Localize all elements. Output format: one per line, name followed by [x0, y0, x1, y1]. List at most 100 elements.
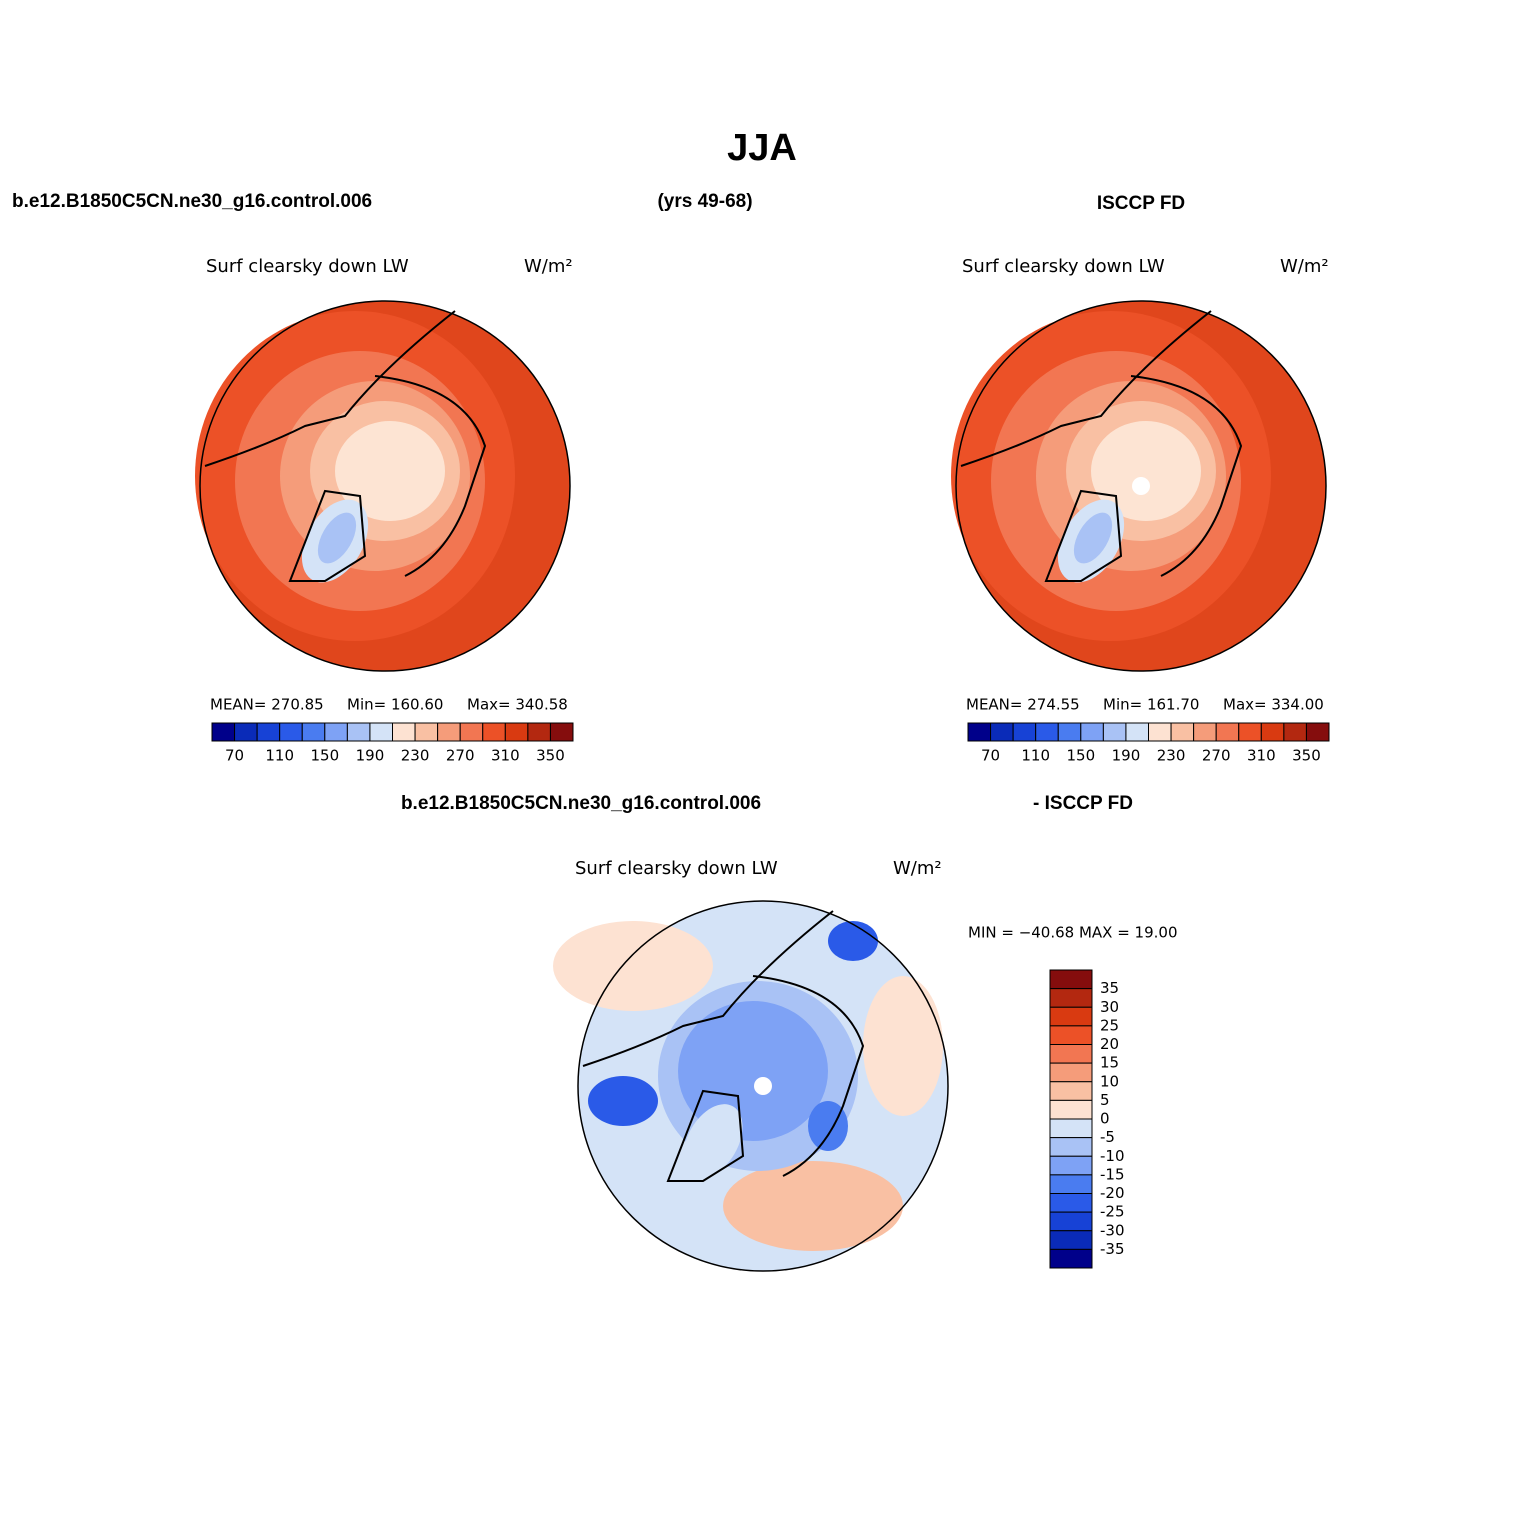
coastline: [582, 910, 834, 1067]
colorbar-box: [1049, 1174, 1093, 1194]
coastline: [204, 310, 456, 467]
colorbar-box: [1080, 722, 1104, 742]
colorbar-box: [234, 722, 258, 742]
colorbar-box: [1049, 1137, 1093, 1157]
colorbar-box: [279, 722, 303, 742]
panel-stat: Max= 334.00: [1223, 696, 1324, 714]
map-field: [335, 421, 445, 521]
colorbar-label: 350: [536, 747, 565, 765]
colorbar-box: [1170, 722, 1195, 742]
colorbar-box: [1035, 722, 1059, 742]
coastline: [1130, 375, 1243, 577]
colorbar-box: [1125, 722, 1149, 742]
colorbar-box: [1305, 722, 1330, 742]
colorbar-box: [301, 722, 326, 742]
colorbar-label: 350: [1292, 747, 1321, 765]
diff-title: Surf clearsky down LW: [575, 858, 778, 879]
colorbar-label: -30: [1100, 1221, 1125, 1239]
colorbar-box: [1148, 722, 1172, 742]
colorbar-label: 70: [225, 747, 244, 765]
map-field: [553, 921, 713, 1011]
colorbar-label: 150: [310, 747, 339, 765]
colorbar-label: 70: [981, 747, 1000, 765]
colorbar-box: [1238, 722, 1262, 742]
colorbar-box: [1049, 1211, 1093, 1232]
colorbar-label: 310: [491, 747, 520, 765]
map-field: [723, 1161, 903, 1251]
panel-units: W/m²: [1280, 256, 1329, 277]
colorbar-box: [211, 722, 236, 742]
colorbar-box: [1012, 722, 1037, 742]
colorbar-label: 110: [265, 747, 294, 765]
colorbar-box: [256, 722, 281, 742]
colorbar-label: 190: [1112, 747, 1141, 765]
colorbar-box: [1049, 1081, 1093, 1101]
colorbar-label: 310: [1247, 747, 1276, 765]
colorbar-box: [392, 722, 416, 742]
colorbar-label: -25: [1100, 1203, 1125, 1221]
map-outline: [199, 300, 571, 672]
map-field: [863, 976, 943, 1116]
colorbar-box: [527, 722, 551, 742]
colorbar-label: 110: [1021, 747, 1050, 765]
diff-units: W/m²: [893, 858, 942, 879]
colorbar-label: -15: [1100, 1165, 1125, 1183]
map-field: [1073, 512, 1113, 564]
colorbar-box: [369, 722, 393, 742]
map-field: [808, 1101, 848, 1151]
colorbar-label: 10: [1100, 1072, 1119, 1090]
diff-header-right: - ISCCP FD: [1033, 793, 1133, 814]
diff-stats: MIN = −40.68 MAX = 19.00: [968, 924, 1178, 942]
colorbar-box: [1049, 1118, 1093, 1139]
colorbar-label: 230: [1157, 747, 1186, 765]
colorbar-box: [504, 722, 529, 742]
missing-data: [754, 1077, 772, 1095]
diff-header-left: b.e12.B1850C5CN.ne30_g16.control.006: [401, 793, 761, 814]
colorbar-box: [324, 722, 348, 742]
colorbar-box: [414, 722, 439, 742]
colorbar-box: [990, 722, 1014, 742]
colorbar-box: [1283, 722, 1307, 742]
colorbar-box: [1057, 722, 1082, 742]
map-field: [317, 512, 357, 564]
colorbar-box: [346, 722, 371, 742]
colorbar-box: [1049, 1099, 1093, 1120]
map-field: [828, 921, 878, 961]
figure-title: JJA: [727, 127, 797, 169]
colorbar-box: [1215, 722, 1240, 742]
header-center: (yrs 49-68): [657, 191, 752, 212]
coastline: [752, 975, 865, 1177]
panel-title: Surf clearsky down LW: [206, 256, 409, 277]
colorbar-label: 30: [1100, 998, 1119, 1016]
colorbar-label: -35: [1100, 1240, 1125, 1258]
colorbar-label: 5: [1100, 1091, 1110, 1109]
colorbar-label: 25: [1100, 1016, 1119, 1034]
panel-stat: MEAN= 274.55: [966, 696, 1080, 714]
colorbar-label: 0: [1100, 1110, 1110, 1128]
colorbar-box: [967, 722, 992, 742]
colorbar-box: [1049, 1025, 1093, 1045]
panel-units: W/m²: [524, 256, 573, 277]
colorbar-box: [1193, 722, 1217, 742]
colorbar-box: [1260, 722, 1285, 742]
colorbar-box: [1049, 1155, 1093, 1176]
colorbar-box: [549, 722, 574, 742]
colorbar-box: [1102, 722, 1127, 742]
coastline: [1044, 489, 1123, 582]
map-field: [683, 1104, 743, 1178]
map-outline: [955, 300, 1327, 672]
colorbar-box: [1049, 1230, 1093, 1250]
coastline: [288, 489, 367, 582]
coastline: [666, 1089, 745, 1182]
panel-stat: Max= 340.58: [467, 696, 568, 714]
colorbar-label: 35: [1100, 979, 1119, 997]
panel-title: Surf clearsky down LW: [962, 256, 1165, 277]
map-field: [588, 1076, 658, 1126]
colorbar-label: 150: [1066, 747, 1095, 765]
colorbar-label: 20: [1100, 1035, 1119, 1053]
colorbar-box: [1049, 1248, 1093, 1269]
colorbar-box: [1049, 1006, 1093, 1027]
colorbar-label: -20: [1100, 1184, 1125, 1202]
